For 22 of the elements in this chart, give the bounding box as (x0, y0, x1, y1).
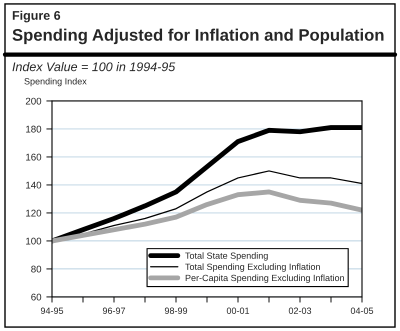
x-tick-label: 00-01 (226, 308, 250, 314)
y-tick-label: 200 (26, 98, 42, 105)
chart-title: Spending Adjusted for Inflation and Population (12, 28, 384, 44)
x-tick-label: 98-99 (164, 308, 188, 314)
y-axis-title: Spending Index (24, 78, 87, 86)
y-tick-label: 60 (31, 294, 42, 301)
y-tick-label: 100 (26, 238, 42, 245)
line-series (52, 190, 362, 244)
legend-label: Total State Spending (185, 252, 268, 261)
y-tick-label: 180 (26, 126, 42, 133)
chart-subtitle: Index Value = 100 in 1994-95 (12, 62, 176, 72)
y-tick-label: 120 (26, 210, 42, 217)
y-tick-label: 160 (26, 154, 42, 161)
legend-label: Per-Capita Spending Excluding Inflation (186, 274, 344, 283)
legend-label: Total Spending Excluding Inflation (185, 263, 320, 272)
y-tick-label: 80 (31, 266, 42, 273)
caption: Figure 6 (12, 10, 60, 22)
y-tick-label: 140 (26, 182, 42, 189)
x-tick-label: 02-03 (288, 308, 312, 314)
x-tick-label: 04-05 (350, 308, 374, 314)
x-tick-label: 96-97 (102, 308, 126, 314)
x-tick-label: 94-95 (40, 308, 64, 314)
